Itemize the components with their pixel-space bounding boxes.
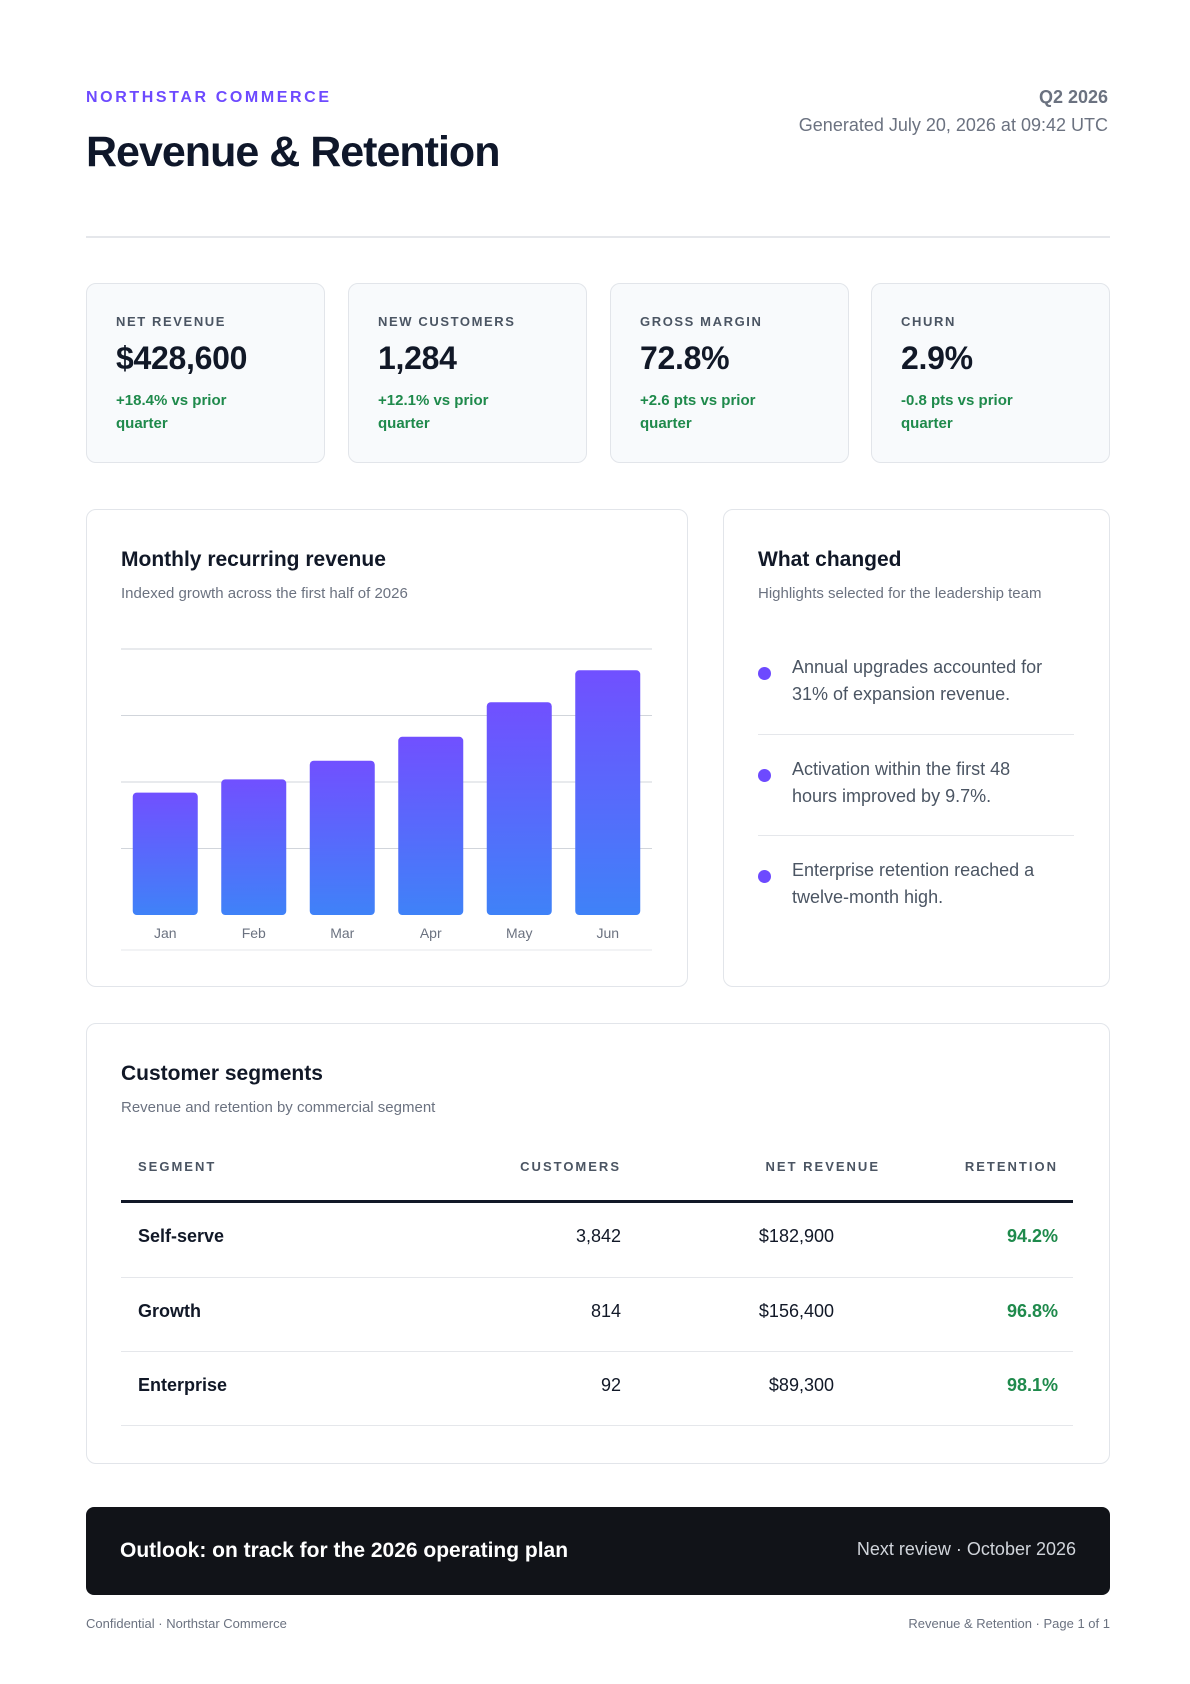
kpi-card-gross-margin: GROSS MARGIN 72.8% +2.6 pts vs prior qua… bbox=[610, 283, 849, 463]
mrr-chart-card: Monthly recurring revenue Indexed growth… bbox=[86, 509, 688, 987]
cell-customers: 92 bbox=[600, 1375, 621, 1395]
kpi-label: NET REVENUE bbox=[116, 314, 227, 329]
segments-card: Customer segments Revenue and retention … bbox=[86, 1023, 1110, 1464]
report-period: Q2 2026 bbox=[1038, 87, 1108, 107]
segments-subtitle: Revenue and retention by commercial segm… bbox=[121, 1099, 436, 1116]
cell-retention: 94.2% bbox=[1006, 1226, 1058, 1246]
chart-tick-label: Jan bbox=[154, 925, 177, 941]
chart-tick-label: Mar bbox=[330, 925, 354, 941]
bullet-dot-icon bbox=[758, 769, 771, 782]
kpi-delta: +2.6 pts vs prior quarter bbox=[640, 389, 820, 435]
cell-retention: 98.1% bbox=[1006, 1375, 1058, 1395]
highlight-text-line: Annual upgrades accounted for bbox=[792, 657, 1043, 677]
kpi-delta: +18.4% vs prior quarter bbox=[116, 389, 296, 435]
chart-tick-label: Apr bbox=[420, 925, 442, 941]
highlight-text-line: hours improved by 9.7%. bbox=[792, 786, 992, 806]
cell-net-revenue: $156,400 bbox=[758, 1301, 834, 1321]
chart-tick-label: Feb bbox=[242, 925, 266, 941]
cell-net-revenue: $182,900 bbox=[758, 1226, 834, 1246]
kpi-label: CHURN bbox=[901, 314, 956, 329]
kpi-card-churn: CHURN 2.9% -0.8 pts vs prior quarter bbox=[871, 283, 1110, 463]
outlook-banner: Outlook: on track for the 2026 operating… bbox=[86, 1507, 1110, 1595]
next-review: Next review · October 2026 bbox=[856, 1539, 1076, 1559]
report-title: Revenue & Retention bbox=[86, 128, 500, 176]
kpi-delta: +12.1% vs prior quarter bbox=[378, 389, 558, 435]
highlights-card: What changed Highlights selected for the… bbox=[723, 509, 1110, 987]
table-row-divider bbox=[121, 1425, 1073, 1426]
highlight-text-line: 31% of expansion revenue. bbox=[792, 684, 1011, 704]
table-row-divider bbox=[121, 1277, 1073, 1278]
kpi-delta-line: -0.8 pts vs prior bbox=[901, 392, 1013, 409]
chart-bar-may bbox=[486, 702, 552, 915]
cell-net-revenue: $89,300 bbox=[768, 1375, 834, 1395]
footer-page-info: Revenue & Retention · Page 1 of 1 bbox=[908, 1616, 1110, 1631]
column-header-segment: SEGMENT bbox=[138, 1159, 217, 1174]
highlights-title: What changed bbox=[758, 548, 902, 571]
chart-bar-mar bbox=[309, 760, 375, 915]
cell-segment: Self-serve bbox=[138, 1226, 225, 1246]
kpi-delta-line: quarter bbox=[116, 415, 168, 432]
highlight-text-line: twelve-month high. bbox=[792, 887, 944, 907]
cell-segment: Growth bbox=[138, 1301, 201, 1321]
segments-title: Customer segments bbox=[121, 1062, 323, 1085]
cell-segment: Enterprise bbox=[138, 1375, 228, 1395]
kpi-delta-line: +18.4% vs prior bbox=[116, 392, 227, 409]
column-header-retention: RETENTION bbox=[964, 1159, 1058, 1174]
brand-name: NORTHSTAR COMMERCE bbox=[86, 89, 332, 106]
bullet-dot-icon bbox=[758, 870, 771, 883]
kpi-delta-line: quarter bbox=[901, 415, 953, 432]
chart-bar-jun bbox=[575, 670, 641, 915]
highlight-text-line: Activation within the first 48 bbox=[792, 759, 1011, 779]
kpi-card-new-customers: NEW CUSTOMERS 1,284 +12.1% vs prior quar… bbox=[348, 283, 587, 463]
generated-timestamp: Generated July 20, 2026 at 09:42 UTC bbox=[798, 115, 1108, 135]
kpi-card-net-revenue: NET REVENUE $428,600 +18.4% vs prior qua… bbox=[86, 283, 325, 463]
kpi-delta-line: quarter bbox=[378, 415, 430, 432]
kpi-value: $428,600 bbox=[116, 340, 248, 376]
chart-bar-feb bbox=[221, 779, 287, 915]
outlook-text: Outlook: on track for the 2026 operating… bbox=[120, 1539, 569, 1562]
highlight-divider bbox=[758, 835, 1074, 836]
chart-title: Monthly recurring revenue bbox=[121, 548, 386, 571]
table-row-divider bbox=[121, 1351, 1073, 1352]
highlight-divider bbox=[758, 734, 1074, 735]
kpi-value: 1,284 bbox=[378, 340, 457, 376]
column-header-net-revenue: NET REVENUE bbox=[765, 1159, 880, 1174]
kpi-delta-line: +12.1% vs prior bbox=[378, 392, 489, 409]
kpi-delta-line: +2.6 pts vs prior bbox=[640, 392, 756, 409]
header-divider bbox=[86, 236, 1110, 238]
table-header-rule bbox=[121, 1200, 1073, 1203]
chart-tick-label: May bbox=[506, 925, 532, 941]
column-header-customers: CUSTOMERS bbox=[520, 1159, 621, 1174]
kpi-label: GROSS MARGIN bbox=[640, 314, 763, 329]
cell-customers: 3,842 bbox=[575, 1226, 621, 1246]
chart-bar-jan bbox=[132, 792, 198, 915]
cell-retention: 96.8% bbox=[1006, 1301, 1058, 1321]
mrr-bar-chart: Jan Feb Mar Apr May Jun bbox=[121, 648, 652, 951]
chart-subtitle: Indexed growth across the first half of … bbox=[121, 585, 408, 602]
highlights-subtitle: Highlights selected for the leadership t… bbox=[758, 585, 1042, 602]
kpi-label: NEW CUSTOMERS bbox=[378, 314, 516, 329]
cell-customers: 814 bbox=[590, 1301, 621, 1321]
footer-confidential: Confidential · Northstar Commerce bbox=[86, 1616, 287, 1631]
kpi-delta-line: quarter bbox=[640, 415, 692, 432]
bullet-dot-icon bbox=[758, 667, 771, 680]
kpi-value: 2.9% bbox=[901, 340, 973, 376]
kpi-delta: -0.8 pts vs prior quarter bbox=[901, 389, 1081, 435]
kpi-value: 72.8% bbox=[640, 340, 730, 376]
chart-bar-apr bbox=[398, 736, 464, 915]
chart-tick-label: Jun bbox=[596, 925, 619, 941]
highlight-text-line: Enterprise retention reached a bbox=[792, 860, 1035, 880]
